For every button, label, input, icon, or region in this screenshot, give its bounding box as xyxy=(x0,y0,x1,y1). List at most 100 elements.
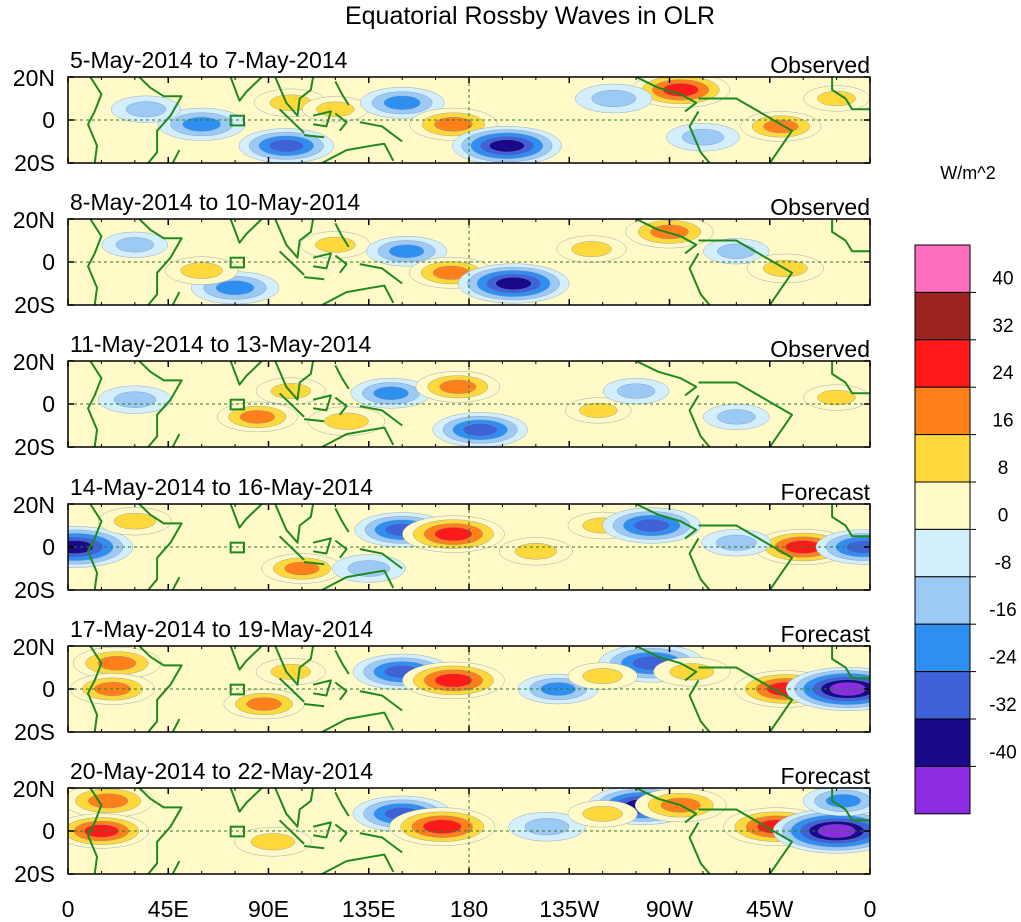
coastline xyxy=(278,819,305,845)
coastline xyxy=(138,361,183,447)
colorbar-swatch xyxy=(914,528,971,578)
coastline xyxy=(87,788,103,874)
x-tick-label: 90W xyxy=(646,896,694,922)
contour-level xyxy=(115,237,155,253)
anomaly-feature xyxy=(653,657,731,687)
plot-area xyxy=(68,219,870,305)
x-tick-label: 0 xyxy=(62,896,75,922)
x-axis: 0 45E 90E 135E 180 135W 90W 45W 0 xyxy=(62,896,877,922)
coastline xyxy=(171,718,181,732)
coastline xyxy=(831,219,870,253)
anomaly-feature xyxy=(740,111,822,142)
coastline xyxy=(229,361,263,386)
contour-level xyxy=(489,139,525,153)
panel-period: 14-May-2014 to 16-May-2014 xyxy=(70,474,373,500)
contour-level xyxy=(270,663,311,680)
coastline xyxy=(334,222,350,248)
coastline xyxy=(303,134,325,139)
anomaly-feature xyxy=(157,107,246,141)
coastline xyxy=(334,681,348,701)
colorbar-label: 8 xyxy=(998,458,1009,479)
coastline xyxy=(334,539,348,559)
coastline xyxy=(635,77,698,113)
contour-level xyxy=(215,280,255,295)
coastline xyxy=(171,291,181,305)
contour-level xyxy=(579,402,618,419)
coastline xyxy=(303,703,325,708)
anomaly-feature xyxy=(508,812,586,842)
panel-kind: Forecast xyxy=(781,479,871,505)
coastline xyxy=(229,219,263,244)
anomaly-feature xyxy=(255,658,326,686)
coastline xyxy=(274,646,315,686)
region-box xyxy=(229,256,245,269)
panel-period: 5-May-2014 to 7-May-2014 xyxy=(70,47,348,73)
coastline xyxy=(635,788,698,824)
contour-level xyxy=(524,818,570,836)
coastline xyxy=(229,77,263,102)
colorbar-swatch xyxy=(914,291,971,341)
coastline xyxy=(359,832,403,854)
anomaly-feature xyxy=(300,231,371,259)
x-tick-label: 135W xyxy=(539,896,599,922)
panel-period: 8-May-2014 to 10-May-2014 xyxy=(70,189,360,215)
y-tick-label: 20S xyxy=(14,434,55,460)
colorbar-label: -32 xyxy=(989,695,1016,716)
anomaly-feature xyxy=(307,406,386,436)
anomaly-feature xyxy=(432,412,528,447)
y-tick-label: 20S xyxy=(14,150,55,176)
coastline xyxy=(138,646,183,732)
colorbar-label: -40 xyxy=(989,742,1016,763)
coastline xyxy=(87,219,103,305)
contour-level xyxy=(633,518,670,533)
contour-level xyxy=(462,423,498,437)
coastline xyxy=(688,821,711,874)
coastline xyxy=(321,569,395,590)
y-tick-label: 0 xyxy=(42,249,55,275)
x-tick-label: 45W xyxy=(746,896,794,922)
coastlines xyxy=(87,504,870,590)
coastline xyxy=(87,361,103,447)
y-tick-label: 20N xyxy=(13,492,55,518)
coastline xyxy=(171,576,181,590)
coastline xyxy=(138,504,183,590)
colorbar-label: 24 xyxy=(992,363,1014,384)
anomaly-feature xyxy=(68,788,154,818)
coastline xyxy=(278,677,305,703)
y-tick-label: 20N xyxy=(13,776,55,802)
coastline xyxy=(334,254,348,274)
y-tick-label: 0 xyxy=(42,534,55,560)
region-box xyxy=(229,825,245,838)
colorbar-label: -16 xyxy=(989,600,1016,621)
contour-level xyxy=(763,119,799,134)
contour-level xyxy=(284,561,320,576)
y-tick-label: 20N xyxy=(13,207,55,233)
plot-area xyxy=(68,504,870,590)
contour-level xyxy=(582,668,623,684)
contour-level xyxy=(591,90,637,107)
coastline xyxy=(698,808,793,874)
colorbar-swatch xyxy=(914,339,971,388)
colorbar-swatch xyxy=(914,718,971,767)
contour-level xyxy=(717,243,756,259)
contour-level xyxy=(681,129,725,146)
anomaly-feature xyxy=(98,385,172,414)
colorbar-label: -24 xyxy=(989,648,1017,669)
anomaly-feature xyxy=(101,231,169,258)
panel-kind: Observed xyxy=(770,194,870,220)
anomaly-feature xyxy=(402,661,505,699)
anomaly-feature xyxy=(499,537,573,566)
colorbar-units: W/m^2 xyxy=(940,163,995,183)
colorbar-swatch xyxy=(914,481,971,530)
y-tick-label: 0 xyxy=(42,676,55,702)
contour-level xyxy=(825,794,861,808)
anomaly-feature xyxy=(223,688,305,720)
panels: 20N 0 20S 5-May-2014 to 7-May-2014 Observed 2… xyxy=(13,47,871,887)
anomaly-feature xyxy=(602,378,670,405)
panel-period: 20-May-2014 to 22-May-2014 xyxy=(70,758,373,784)
contour-level xyxy=(239,410,275,424)
coastline xyxy=(229,646,263,671)
coastline xyxy=(312,679,332,697)
panel-2: 20N 0 20S 8-May-2014 to 10-May-2014 Observed xyxy=(13,189,871,318)
